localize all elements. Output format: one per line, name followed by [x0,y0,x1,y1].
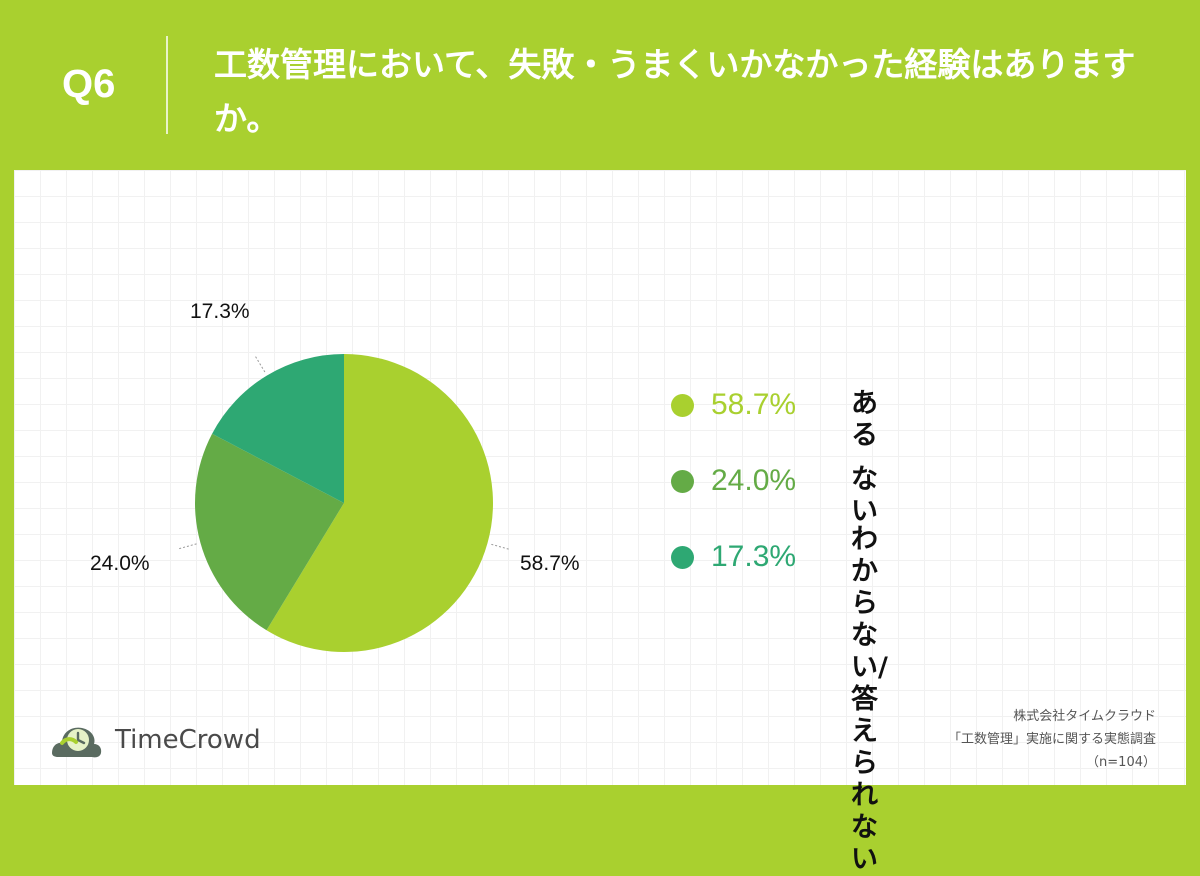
legend-swatch [671,470,694,493]
header-divider [166,36,168,134]
pie-slice-nai [195,433,344,631]
logo-text: TimeCrowd [115,725,261,755]
source-survey: 「工数管理」実施に関する実態調査 [947,732,1156,747]
source-sample: （n=104） [1086,755,1156,770]
legend-label: ない [851,464,878,527]
header-banner: Q6 工数管理において、失敗・うまくいかなかった経験はありますか。 [0,0,1200,170]
data-label-wakaranai: 17.3% [190,300,250,323]
leader-line [255,356,266,373]
legend-swatch [671,394,694,417]
legend-label: わからない/ 答えられない [851,524,888,875]
leader-line [179,543,197,550]
legend-value: 58.7% [711,388,797,421]
pie-slice-wakaranai [212,354,344,503]
data-label-aru: 58.7% [520,552,580,575]
leader-line [491,543,509,550]
legend-value: 24.0% [711,464,797,497]
clock-cloud-icon [52,727,102,758]
chart-panel: 58.7% 24.0% 17.3% 58.7% ある 24.0% ない 17.3… [14,170,1186,875]
question-number: Q6 [62,62,116,106]
source-note: 株式会社タイムクラウド 「工数管理」実施に関する実態調査 （n=104） [796,705,1156,774]
legend-label: ある [851,388,878,451]
legend-swatch [671,546,694,569]
pie-slice-aru [266,354,493,652]
source-company: 株式会社タイムクラウド [1013,709,1156,724]
pie-chart [179,354,509,652]
legend-value: 17.3% [711,540,797,573]
question-text: 工数管理において、失敗・うまくいかなかった経験はありますか。 [214,45,1136,138]
data-label-nai: 24.0% [90,552,150,575]
